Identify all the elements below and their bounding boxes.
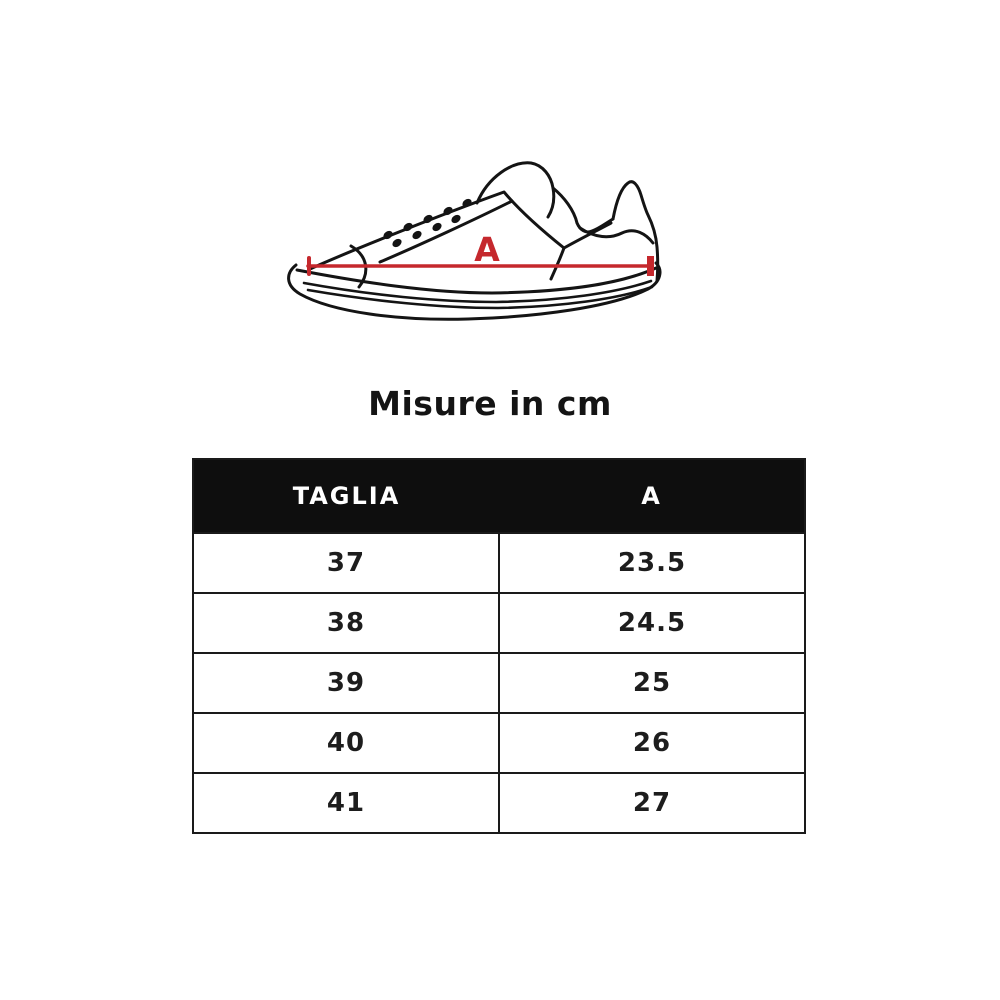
table-row: 41 27 bbox=[194, 772, 804, 832]
cell-a: 24.5 bbox=[617, 608, 687, 638]
page-title: Misure in cm bbox=[368, 384, 612, 423]
measurement-label-a: A bbox=[474, 230, 500, 269]
table-row: 40 26 bbox=[194, 712, 804, 772]
size-table: TAGLIA A 37 23.5 38 24.5 39 25 40 26 41 … bbox=[192, 458, 806, 834]
table-row: 37 23.5 bbox=[194, 532, 804, 592]
sneaker-line-drawing-icon: A bbox=[287, 161, 662, 321]
shoe-heel-tab bbox=[611, 180, 660, 283]
cell-a: 23.5 bbox=[617, 548, 687, 578]
cell-a: 27 bbox=[632, 788, 672, 818]
shoe-sole-top-edge bbox=[295, 266, 658, 295]
cell-a: 25 bbox=[632, 668, 672, 698]
table-row: 39 25 bbox=[194, 652, 804, 712]
cell-a: 26 bbox=[632, 728, 672, 758]
shoe-midsole-line-2 bbox=[306, 285, 654, 310]
measurement-arrow bbox=[306, 256, 654, 276]
shoe-collar bbox=[551, 186, 615, 234]
table-header-a: A bbox=[641, 482, 662, 510]
shoe-diagram: A bbox=[280, 135, 680, 335]
shoe-outsole bbox=[287, 261, 662, 321]
shoe-vamp-line bbox=[308, 190, 566, 271]
cell-taglia: 38 bbox=[194, 594, 500, 652]
shoe-quarter-seam-up bbox=[562, 221, 613, 250]
shoe-tongue bbox=[475, 161, 556, 219]
cell-taglia: 41 bbox=[194, 774, 500, 832]
shoe-lace-dots bbox=[383, 198, 472, 248]
shoe-midsole-line-1 bbox=[302, 279, 653, 304]
table-header-row: TAGLIA A bbox=[194, 460, 804, 532]
cell-taglia: 37 bbox=[194, 534, 500, 592]
cell-taglia: 39 bbox=[194, 654, 500, 712]
table-header-taglia: TAGLIA bbox=[292, 482, 401, 510]
cell-taglia: 40 bbox=[194, 714, 500, 772]
shoe-heel-lining bbox=[578, 226, 655, 245]
table-row: 38 24.5 bbox=[194, 592, 804, 652]
shoe-quarter-seam-down bbox=[549, 246, 566, 281]
shoe-lace-panel-edge bbox=[378, 199, 514, 264]
